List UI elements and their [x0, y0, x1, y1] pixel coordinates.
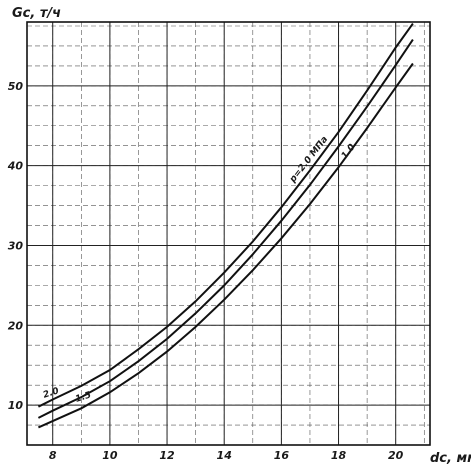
x-tick-label: 16 — [274, 449, 290, 462]
y-tick-label: 40 — [7, 160, 24, 173]
y-axis-title: Gc, т/ч — [12, 6, 61, 21]
ticks-layer: 8 10 12 14 16 18 20 10 20 30 40 50 — [7, 80, 404, 462]
series-line-1-0 — [37, 62, 414, 429]
y-tick-label: 30 — [8, 239, 24, 252]
curve-label: 1.5 — [74, 390, 92, 404]
x-tick-label: 8 — [49, 449, 57, 462]
x-tick-label: 18 — [331, 449, 347, 462]
curve-label: 2.0 — [42, 386, 60, 400]
grid-major — [27, 22, 430, 445]
x-axis-title: dc, мм — [430, 451, 471, 466]
y-tick-label: 50 — [8, 80, 24, 93]
y-tick-label: 20 — [8, 319, 24, 332]
series-line-1-5 — [37, 39, 414, 419]
x-tick-label: 20 — [388, 449, 404, 462]
series-line-2-0 — [37, 23, 414, 408]
series-layer — [37, 23, 414, 429]
curve-label: p=2.0 МПа — [288, 135, 331, 186]
plot-frame — [26, 21, 431, 446]
y-tick-label: 10 — [8, 399, 24, 412]
x-tick-label: 14 — [217, 449, 232, 462]
x-tick-label: 12 — [159, 449, 175, 462]
x-tick-label: 10 — [102, 449, 118, 462]
